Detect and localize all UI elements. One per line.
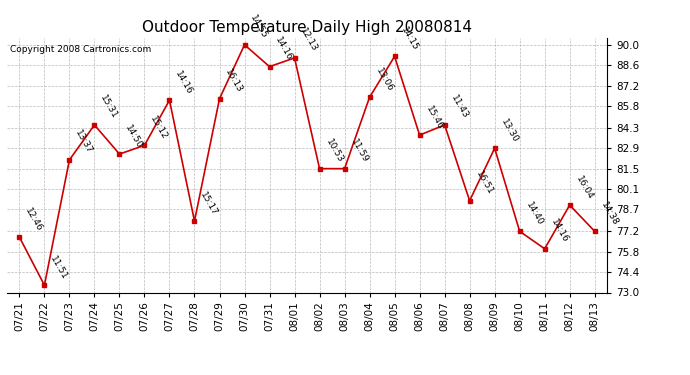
Text: 11:51: 11:51	[48, 254, 69, 281]
Text: 14:55: 14:55	[248, 14, 269, 40]
Text: 14:16: 14:16	[174, 69, 195, 96]
Text: 14:50: 14:50	[124, 123, 144, 150]
Text: 14:16: 14:16	[549, 218, 569, 244]
Text: 16:51: 16:51	[474, 170, 495, 196]
Text: 13:37: 13:37	[74, 129, 95, 156]
Text: 14:15: 14:15	[399, 26, 420, 52]
Text: Copyright 2008 Cartronics.com: Copyright 2008 Cartronics.com	[10, 45, 151, 54]
Text: 16:13: 16:13	[224, 68, 244, 94]
Text: 10:53: 10:53	[324, 138, 344, 165]
Title: Outdoor Temperature Daily High 20080814: Outdoor Temperature Daily High 20080814	[142, 20, 472, 35]
Text: 12:46: 12:46	[23, 206, 44, 233]
Text: 15:12: 15:12	[148, 114, 169, 141]
Text: 14:16: 14:16	[274, 36, 295, 63]
Text: 14:40: 14:40	[524, 201, 544, 227]
Text: 13:06: 13:06	[374, 66, 395, 93]
Text: 13:30: 13:30	[499, 117, 520, 144]
Text: 11:59: 11:59	[348, 138, 369, 165]
Text: 14:38: 14:38	[599, 200, 620, 227]
Text: 15:31: 15:31	[99, 94, 119, 121]
Text: 11:43: 11:43	[448, 94, 469, 121]
Text: 16:04: 16:04	[574, 174, 595, 201]
Text: 15:46: 15:46	[424, 104, 444, 131]
Text: 15:17: 15:17	[199, 190, 219, 217]
Text: 12:13: 12:13	[299, 27, 319, 54]
